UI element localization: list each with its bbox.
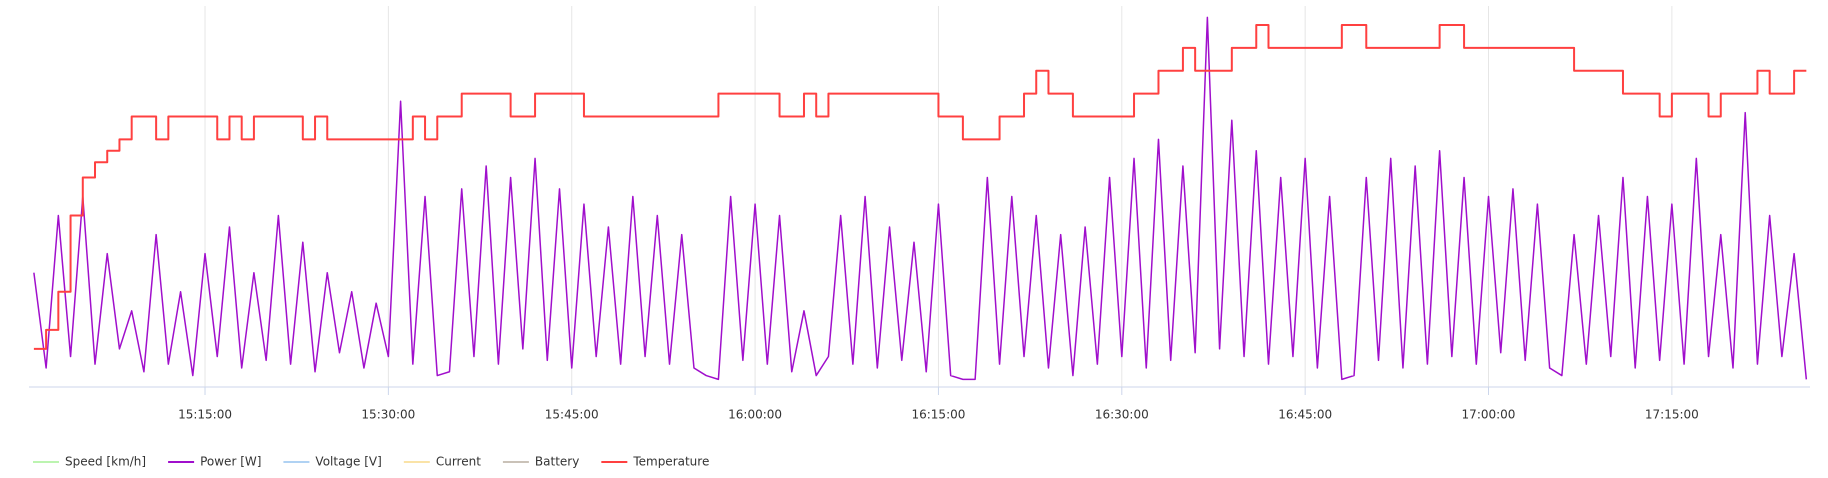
legend-label[interactable]: Current: [436, 455, 481, 469]
x-tick-label: 17:15:00: [1645, 408, 1699, 422]
x-tick-label: 15:15:00: [178, 408, 232, 422]
x-tick-label: 16:00:00: [728, 408, 782, 422]
legend-label[interactable]: Temperature: [632, 455, 709, 469]
legend-label[interactable]: Power [W]: [200, 455, 261, 469]
x-tick-label: 17:00:00: [1462, 408, 1516, 422]
x-tick-label: 16:30:00: [1095, 408, 1149, 422]
x-tick-label: 16:45:00: [1278, 408, 1332, 422]
series-line: [33, 24, 1807, 350]
x-tick-label: 15:45:00: [545, 408, 599, 422]
legend-label[interactable]: Voltage [V]: [315, 455, 381, 469]
legend-label[interactable]: Speed [km/h]: [65, 455, 146, 469]
x-tick-label: 16:15:00: [911, 408, 965, 422]
series-line: [33, 16, 1808, 381]
x-tick-label: 15:30:00: [361, 408, 415, 422]
legend-label[interactable]: Battery: [535, 455, 579, 469]
